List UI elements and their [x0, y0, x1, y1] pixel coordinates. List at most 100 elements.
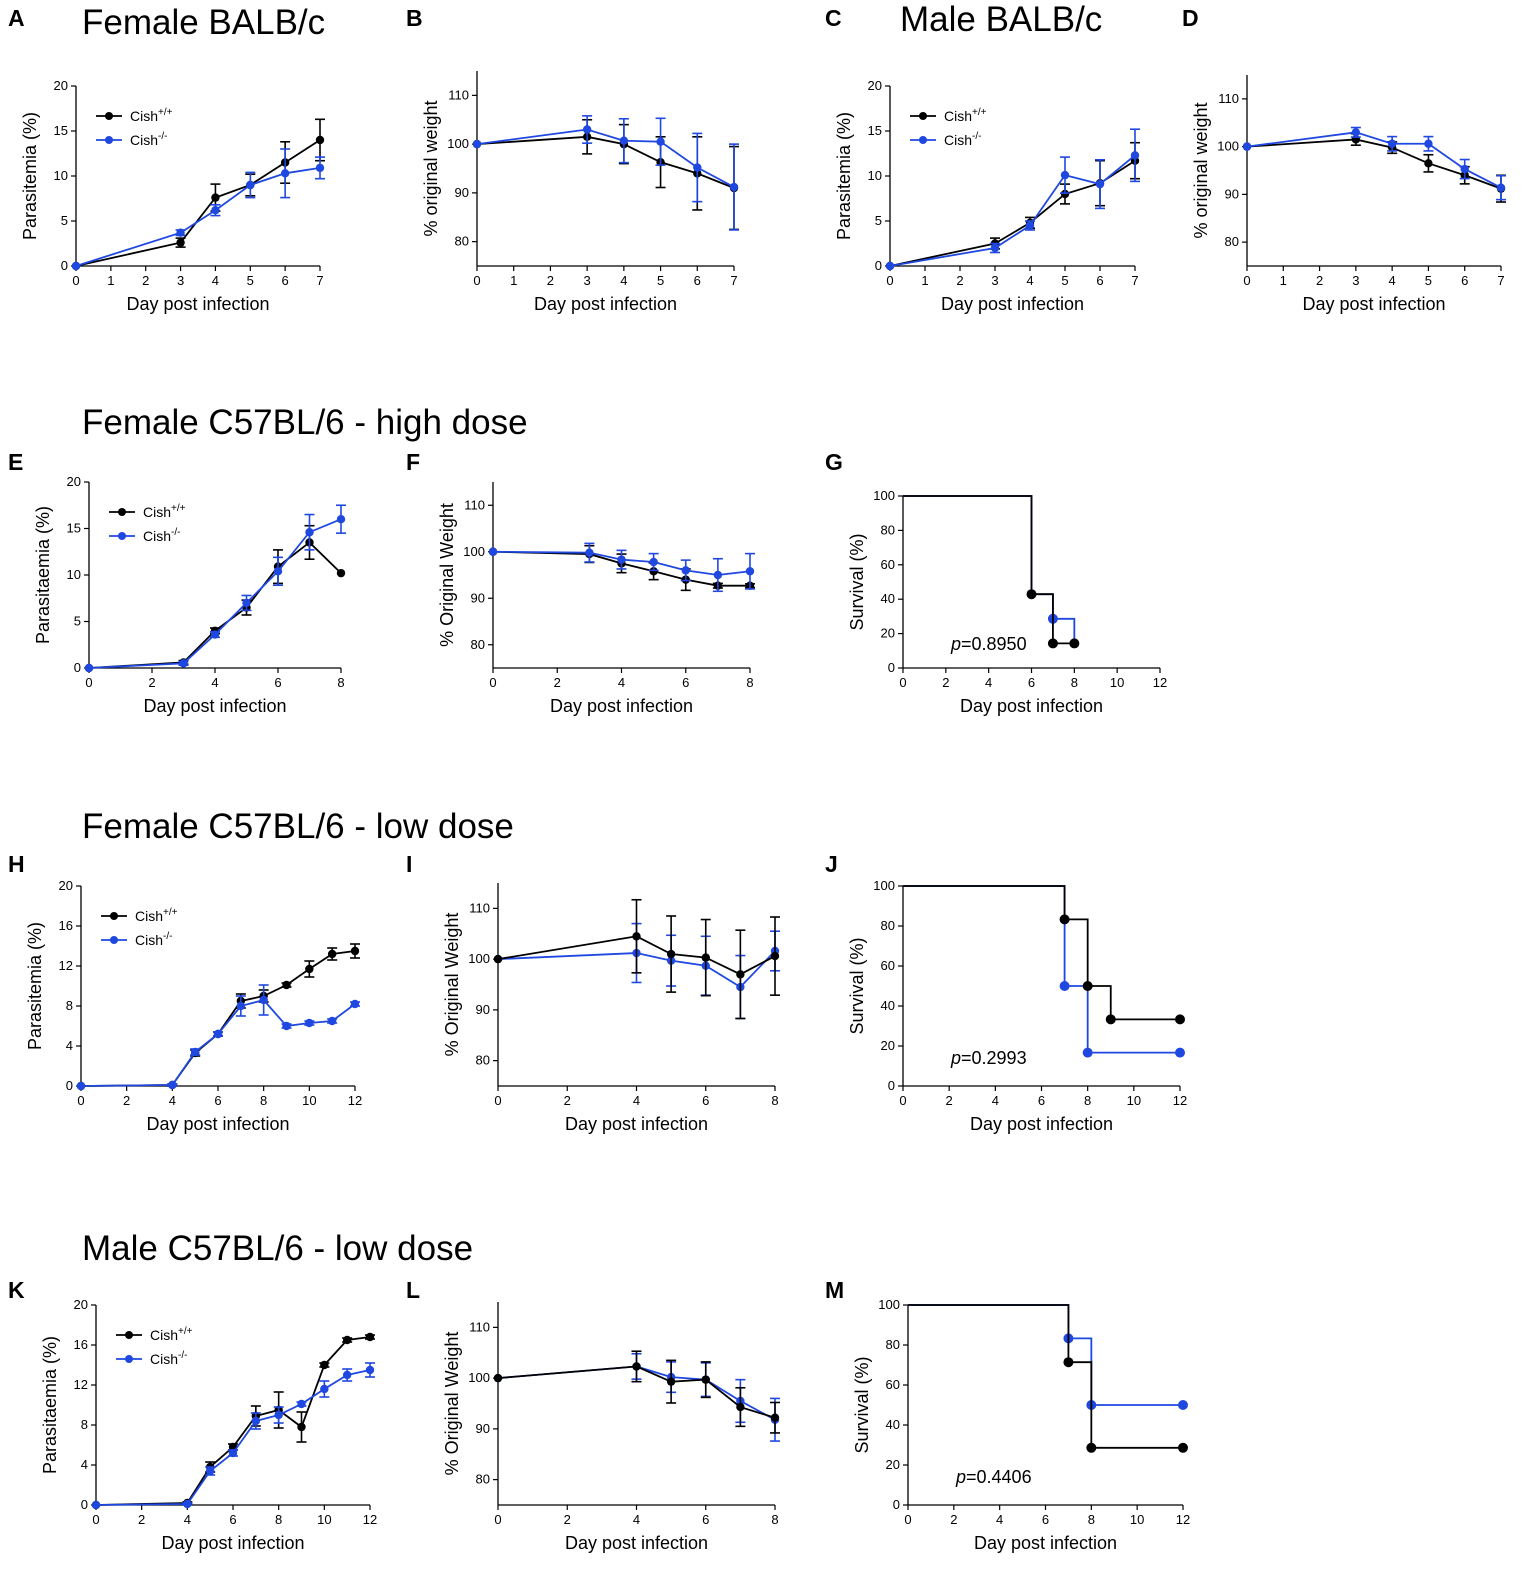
y-tick-label: 80	[1225, 234, 1239, 249]
x-tick-label: 5	[657, 273, 664, 288]
x-tick-label: 0	[899, 1093, 906, 1108]
data-point	[183, 1499, 192, 1509]
panel-m: M 0 2 4 6 8 10 12 0 20 40 60 80 100 Day post infection…	[825, 1277, 1190, 1553]
data-point	[320, 1384, 329, 1394]
y-tick-label: 40	[881, 591, 895, 606]
legend-label-genotype: +/+	[171, 503, 186, 514]
legend-label-name: Cish	[130, 132, 158, 148]
series-wildtype	[493, 1350, 780, 1434]
y-axis-label: Survival (%)	[847, 533, 867, 630]
y-tick-label: 0	[893, 1497, 900, 1512]
x-tick-label: 12	[1176, 1512, 1190, 1527]
series-knockout	[76, 984, 360, 1091]
y-tick-label: 20	[886, 1457, 900, 1472]
series-line	[476, 128, 735, 188]
data-point	[770, 951, 780, 961]
x-tick-label: 10	[1127, 1093, 1141, 1108]
x-tick-label: 2	[148, 675, 155, 690]
x-tick-label: 2	[123, 1093, 130, 1108]
x-tick-label: 4	[1026, 273, 1033, 288]
data-point	[472, 139, 482, 149]
x-tick-label: 6	[282, 273, 289, 288]
y-tick-label: 20	[74, 1297, 88, 1312]
y-tick-label: 20	[868, 78, 882, 93]
x-tick-label: 4	[620, 273, 627, 288]
series-wildtype	[76, 943, 360, 1091]
data-point	[320, 1360, 329, 1370]
data-point	[1242, 142, 1252, 151]
y-tick-label: 80	[881, 918, 895, 933]
data-point	[205, 1466, 215, 1476]
series-line	[75, 139, 321, 267]
x-tick-label: 8	[275, 1512, 282, 1527]
data-point	[493, 1373, 503, 1383]
p-value-number: =0.2993	[961, 1048, 1027, 1068]
section-title: Female C57BL/6 - high dose	[82, 403, 528, 442]
y-tick-label: 0	[66, 1078, 73, 1093]
legend-entry-wildtype: Cish+/+	[910, 107, 987, 124]
data-point	[176, 238, 185, 247]
survival-wildtype	[903, 885, 1185, 1025]
legend-label-name: Cish	[150, 1327, 178, 1343]
y-axis-label: % original weight	[421, 100, 441, 236]
y-axis-label: Parasitemia (%)	[20, 112, 40, 240]
y-tick-label: 12	[74, 1377, 88, 1392]
legend-label-genotype: -/-	[158, 131, 167, 142]
panel-letter: B	[406, 5, 423, 31]
legend-label-name: Cish	[130, 108, 158, 124]
x-tick-label: 2	[142, 273, 149, 288]
panel-letter: E	[8, 449, 23, 475]
p-value-number: =0.4406	[966, 1467, 1032, 1487]
x-tick-label: 12	[1153, 675, 1167, 690]
y-tick-label: 110	[464, 497, 485, 512]
series-line	[88, 541, 342, 669]
x-axis-label: Day post infection	[161, 1533, 304, 1553]
survival-knockout	[903, 885, 1185, 1058]
y-tick-label: 100	[878, 1297, 900, 1312]
x-tick-label: 4	[212, 273, 219, 288]
data-point	[91, 1500, 101, 1510]
x-axis-label: Day post infection	[1302, 294, 1445, 314]
x-tick-label: 0	[77, 1093, 84, 1108]
y-tick-label: 90	[471, 590, 485, 605]
data-point	[280, 169, 290, 178]
series-wildtype	[885, 141, 1140, 271]
series-line	[1246, 138, 1502, 190]
data-point	[585, 548, 594, 557]
legend-entry-wildtype: Cish+/+	[96, 107, 173, 124]
legend-label-name: Cish	[944, 132, 972, 148]
data-point	[1130, 151, 1140, 160]
y-tick-label: 80	[476, 1472, 490, 1487]
legend-label-genotype: +/+	[972, 107, 987, 118]
legend-entry-wildtype: Cish+/+	[116, 1326, 193, 1343]
x-tick-label: 6	[1038, 1093, 1045, 1108]
x-tick-label: 2	[138, 1512, 145, 1527]
data-point	[282, 980, 291, 990]
survival-knockout	[908, 1304, 1188, 1410]
data-point	[84, 663, 94, 673]
legend-marker	[118, 532, 126, 540]
y-tick-label: 80	[471, 637, 485, 652]
x-tick-label: 0	[72, 273, 79, 288]
series-line	[95, 1336, 371, 1506]
x-axis-label: Day post infection	[550, 696, 693, 716]
data-point	[297, 1399, 306, 1409]
data-point	[342, 1370, 352, 1380]
legend-label: Cish-/-	[130, 131, 167, 148]
legend-label-name: Cish	[143, 528, 171, 544]
x-tick-label: 0	[899, 675, 906, 690]
y-tick-label: 15	[54, 123, 68, 138]
x-tick-label: 3	[177, 273, 184, 288]
x-tick-label: 5	[1061, 273, 1068, 288]
section-title: Female C57BL/6 - low dose	[82, 807, 514, 846]
series-knockout	[472, 115, 739, 231]
legend-label-genotype: +/+	[163, 907, 178, 918]
panel-j: J 0 2 4 6 8 10 12 0 20 40 60 80 100 Day post infection…	[825, 851, 1187, 1134]
data-point	[1095, 179, 1105, 189]
panel-letter: L	[406, 1277, 420, 1303]
x-tick-label: 12	[363, 1512, 377, 1527]
series-knockout	[488, 542, 755, 593]
panel-letter: G	[825, 449, 843, 475]
data-point	[666, 1377, 676, 1386]
y-tick-label: 16	[74, 1337, 88, 1352]
